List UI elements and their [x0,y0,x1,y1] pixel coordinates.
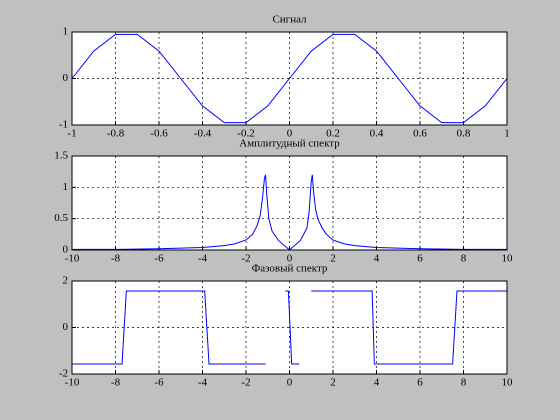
y-tick-label: 1 [63,26,69,38]
x-tick-label: 0.8 [457,128,471,140]
y-tick-label: -2 [59,368,68,380]
x-tick-label: 2 [330,377,336,389]
y-tick-label: 2 [63,275,69,287]
axes-frame [71,31,508,126]
x-tick-label: -10 [65,377,80,389]
x-tick-label: 2 [330,253,336,265]
chart-title: Сигнал [272,14,307,26]
x-tick-label: 10 [502,377,514,389]
signal-line [71,33,508,124]
x-tick-label: 4 [374,377,380,389]
x-tick-label: -6 [154,377,164,389]
x-tick-label: 6 [417,377,423,389]
x-tick-label: 0.2 [326,128,340,140]
y-tick-label: 0 [63,321,69,333]
x-tick-label: -6 [154,253,164,265]
y-tick-label: 1.5 [54,150,68,162]
x-tick-label: -8 [111,377,121,389]
x-tick-label: -4 [198,253,208,265]
x-tick-label: 8 [461,377,467,389]
y-tick-label: -1 [59,119,68,131]
y-tick-label: 0 [63,72,69,84]
chart-title: Амплитудный спектр [239,138,340,150]
x-tick-label: -2 [241,253,250,265]
axes-frame [71,280,508,375]
x-tick-label: -10 [65,253,80,265]
x-tick-label: 0.4 [370,128,384,140]
x-tick-label: -0.4 [194,128,212,140]
x-tick-label: 0 [287,128,293,140]
x-tick-label: 6 [417,253,423,265]
x-tick-label: 10 [502,253,514,265]
x-tick-label: 0.6 [413,128,427,140]
x-tick-label: 0 [287,377,293,389]
x-tick-label: -2 [241,377,250,389]
y-tick-label: 0.5 [54,212,68,224]
x-tick-label: 4 [374,253,380,265]
x-tick-label: -8 [111,253,121,265]
y-tick-label: 0 [63,244,69,256]
x-tick-label: -4 [198,377,208,389]
chart-title: Фазовый спектр [252,263,328,275]
y-tick-label: 1 [63,181,69,193]
x-tick-label: 0 [287,253,293,265]
x-tick-label: 1 [504,128,510,140]
axes-frame [71,155,508,251]
signal-line [72,290,507,365]
x-tick-label: 8 [461,253,467,265]
x-tick-label: -0.2 [237,128,254,140]
x-tick-label: -1 [67,128,76,140]
x-tick-label: -0.8 [107,128,125,140]
x-tick-label: -0.6 [150,128,168,140]
